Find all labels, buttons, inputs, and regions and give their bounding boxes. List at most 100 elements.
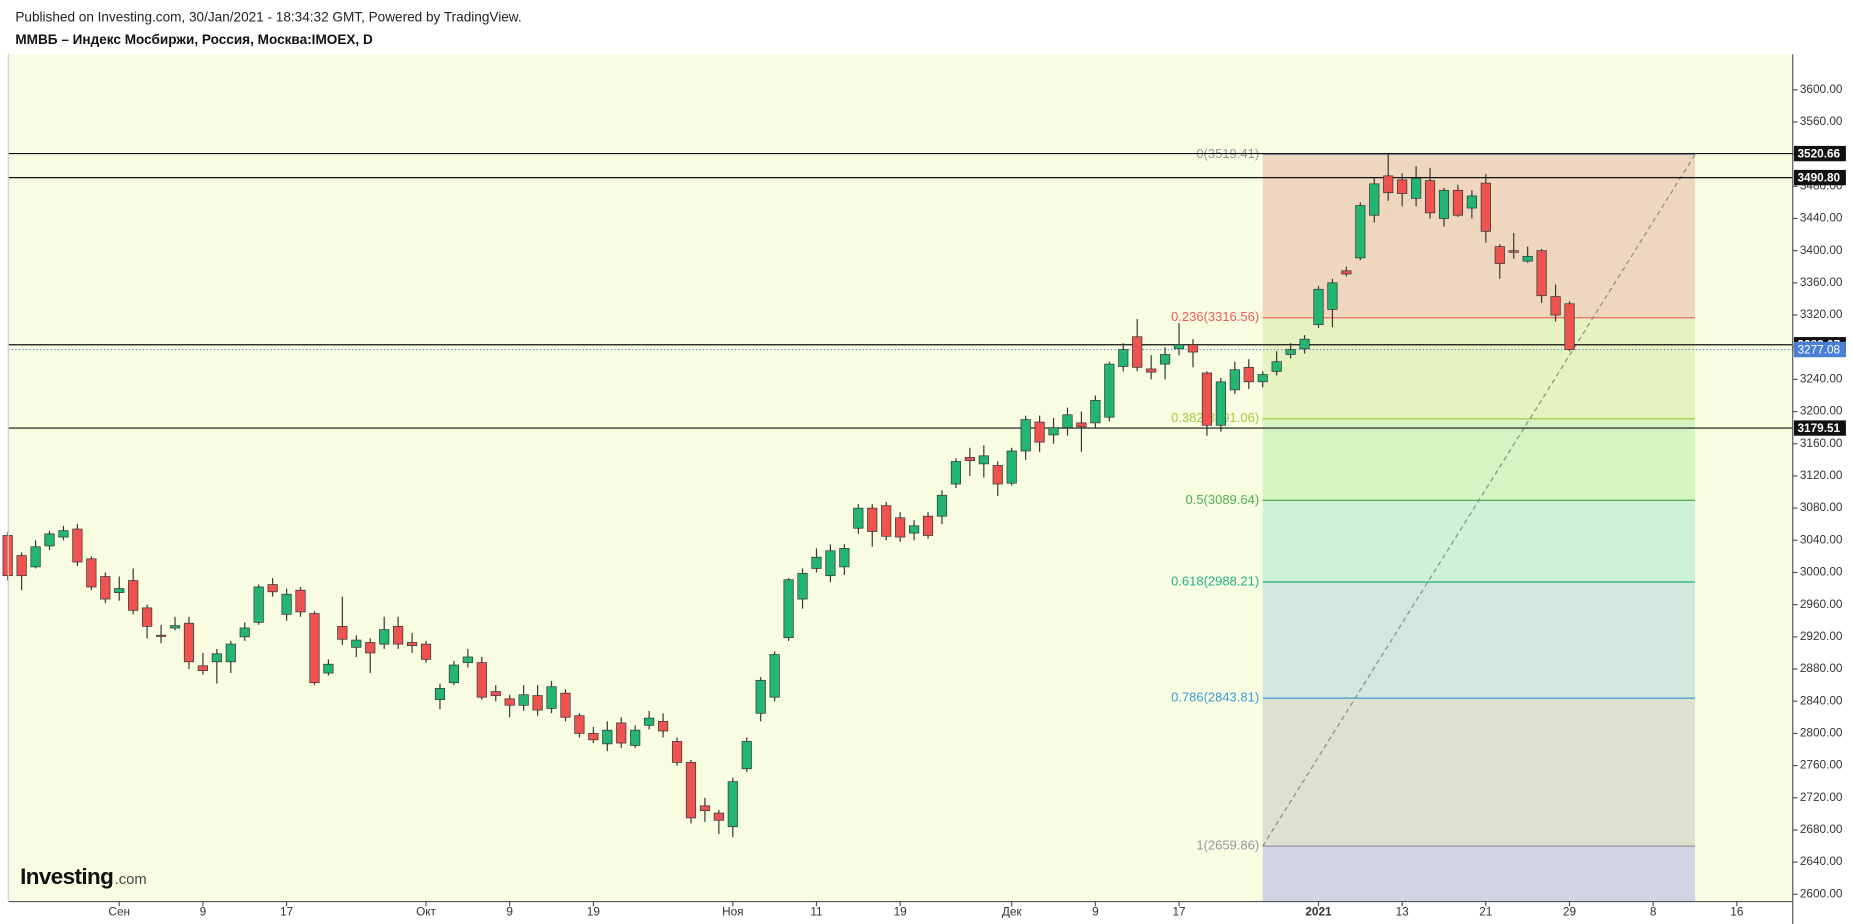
candle-body: [72, 528, 83, 563]
y-tick-label: 3160.00: [1800, 436, 1843, 450]
candle-body: [1215, 381, 1226, 426]
y-tick-label: 3440.00: [1800, 211, 1843, 225]
y-tick-label: 2800.00: [1800, 726, 1843, 740]
y-tick-label: 2760.00: [1800, 758, 1843, 772]
fib-zone: [1262, 581, 1695, 699]
candle-body: [1494, 246, 1505, 264]
y-tick-label: 2600.00: [1800, 886, 1843, 900]
candle-body: [1201, 372, 1213, 426]
x-tick-label: Дек: [1002, 904, 1023, 918]
candle-body: [699, 805, 711, 811]
logo-name: Investing: [20, 864, 113, 889]
candle-body: [867, 507, 878, 532]
candle-body: [1118, 349, 1129, 367]
published-note: Published on Investing.com, 30/Jan/2021 …: [15, 9, 521, 24]
candle-body: [1062, 414, 1073, 429]
candle-body: [727, 781, 738, 828]
candle-body: [922, 515, 934, 536]
candle-body: [1466, 195, 1477, 209]
candle-body: [365, 642, 376, 654]
candle-body: [379, 629, 390, 645]
candle-body: [881, 505, 892, 537]
candle-body: [1369, 183, 1380, 216]
candle-body: [490, 691, 501, 696]
candle-body: [658, 720, 669, 732]
candle-body: [825, 550, 836, 577]
price-label: 3490.80: [1797, 170, 1840, 184]
candle-body: [1383, 175, 1394, 194]
candle-body: [1397, 179, 1408, 194]
y-tick-label: 3360.00: [1800, 275, 1843, 289]
candle-body: [574, 715, 585, 734]
candle-body: [630, 729, 641, 746]
candle-body: [713, 812, 724, 821]
candle-body: [1438, 189, 1450, 219]
candle-body: [295, 589, 306, 613]
candle-body: [1480, 182, 1491, 232]
fib-zone: [1262, 698, 1695, 847]
y-tick-label: 3240.00: [1800, 372, 1843, 386]
candle-body: [351, 639, 362, 648]
candle-body: [839, 547, 850, 568]
candle-body: [253, 586, 264, 623]
candle-body: [1452, 189, 1464, 216]
y-tick-label: 3400.00: [1800, 243, 1843, 257]
candle-body: [267, 584, 278, 593]
candle-body: [895, 517, 906, 538]
x-tick-label: 19: [894, 904, 907, 918]
fib-zone: [1262, 418, 1695, 501]
candle-body: [741, 741, 752, 770]
candle-body: [1173, 344, 1185, 350]
candle-body: [448, 664, 459, 684]
y-tick-label: 2640.00: [1800, 854, 1843, 868]
candle-body: [964, 457, 975, 462]
candle-body: [936, 494, 948, 517]
candle-body: [1020, 419, 1031, 452]
candle-body: [797, 572, 808, 600]
candle-body: [393, 626, 404, 645]
candle-body: [1424, 180, 1436, 214]
candle-body: [211, 653, 222, 663]
y-tick-label: 2840.00: [1800, 693, 1843, 707]
candle-body: [337, 626, 348, 640]
y-tick-label: 3000.00: [1800, 565, 1843, 579]
candle-body: [16, 555, 27, 577]
x-tick-label: Ноя: [722, 904, 743, 918]
logo-suffix: .com: [115, 872, 147, 888]
candle-body: [1299, 338, 1310, 350]
candle-body: [769, 654, 780, 698]
candle-body: [476, 662, 487, 698]
x-tick-label: 29: [1563, 904, 1576, 918]
fib-level-label: 0.236(3316.56): [1171, 309, 1259, 324]
candle-body: [1187, 344, 1199, 353]
candle-body: [1243, 366, 1254, 383]
fib-layer: 0(3519.41)0.236(3316.56)0.382(3191.06)0.…: [1171, 146, 1696, 902]
x-tick-label: 9: [1092, 904, 1099, 918]
candle-body: [1104, 363, 1115, 418]
chart-title: ММВБ – Индекс Мосбиржи, Россия, Москва:I…: [15, 32, 373, 47]
candle-body: [588, 733, 599, 741]
candle-body: [978, 455, 989, 465]
candle-layer: [2, 154, 1575, 838]
candle-body: [644, 717, 655, 726]
y-tick-label: 3600.00: [1800, 82, 1843, 96]
candle-body: [420, 643, 432, 660]
candle-body: [1132, 336, 1143, 368]
candle-body: [169, 625, 181, 629]
fib-level-label: 1(2659.86): [1196, 838, 1259, 853]
fib-level-label: 0.786(2843.81): [1171, 690, 1259, 705]
y-tick-label: 3320.00: [1800, 307, 1843, 321]
y-tick-label: 3120.00: [1800, 468, 1843, 482]
candle-body: [811, 556, 822, 569]
y-tick-label: 3560.00: [1800, 114, 1843, 128]
x-tick-label: Окт: [416, 904, 436, 918]
candle-body: [532, 695, 543, 711]
price-label: 3179.51: [1797, 421, 1840, 435]
candle-body: [1536, 250, 1547, 297]
candle-body: [685, 762, 697, 819]
x-tick-label: 13: [1396, 904, 1410, 918]
x-tick-label: 2021: [1305, 904, 1332, 918]
candle-body: [1341, 270, 1352, 275]
candle-body: [462, 656, 473, 663]
last-price-box: [1793, 341, 1846, 358]
